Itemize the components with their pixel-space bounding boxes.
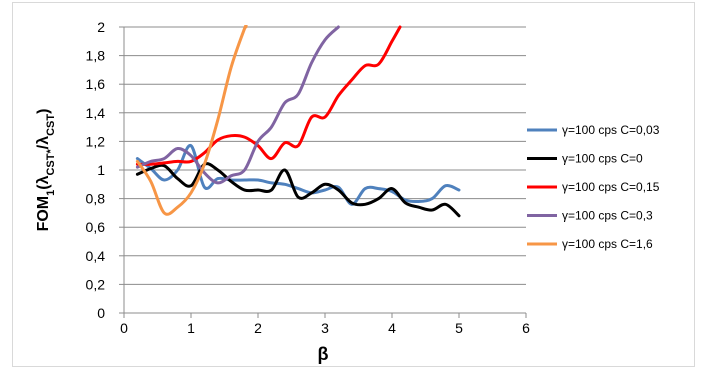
y-tick-label: 1,2 [86,133,106,149]
y-tick-label: 1,8 [86,48,106,64]
axes: 0 0,2 0,4 0,6 0,8 1 1,2 1,4 1,6 1,8 2 0 1 2 3 4 5 6 [86,19,531,336]
series-layer [135,25,461,218]
x-axis-title: β [318,344,329,364]
y-axis-title-close: ) [35,109,52,114]
y-tick-label: 0,4 [86,248,106,264]
legend-label-1: γ=100 cps C=0 [562,152,643,166]
series-line-3 [135,25,340,185]
y-axis-title-open: (λ [35,175,52,189]
y-axis-title: FOM1(λCST*/λCST) [35,109,57,232]
legend-label-4: γ=100 cps C=1,6 [562,237,653,251]
legend-label-2: γ=100 cps C=0,15 [562,180,660,194]
legend: γ=100 cps C=0,03 γ=100 cps C=0 γ=100 cps C… [527,123,660,251]
y-axis-title-sub2: CST* [45,149,57,176]
x-tick-label: 0 [120,320,128,336]
x-tick-label: 6 [522,320,530,336]
x-tick-label: 3 [321,320,329,336]
x-tick-label: 5 [455,320,463,336]
grid-lines [12,2,695,367]
y-axis-title-sub1: 1 [45,190,57,196]
legend-label-0: γ=100 cps C=0,03 [562,123,660,137]
y-tick-label: 0,6 [86,219,106,235]
y-tick-label: 0,2 [86,276,106,292]
x-tick-label: 1 [187,320,195,336]
x-tick-label: 2 [254,320,262,336]
series-line-2 [135,25,402,166]
y-tick-label: 1,4 [86,105,106,121]
y-tick-label: 0,8 [86,191,106,207]
y-axis-title-prefix: FOM [35,196,52,232]
series-line-4 [135,25,248,216]
series-line-0 [135,144,461,206]
y-tick-label: 2 [97,19,105,35]
y-tick-label: 1,6 [86,76,106,92]
y-axis-title-sub3: CST [45,114,57,136]
x-tick-label: 4 [388,320,396,336]
y-tick-label: 0 [97,305,105,321]
series-line-1 [135,162,461,218]
legend-label-3: γ=100 cps C=0,3 [562,209,653,223]
y-axis-title-slash: /λ [35,136,52,149]
y-tick-label: 1 [97,162,105,178]
